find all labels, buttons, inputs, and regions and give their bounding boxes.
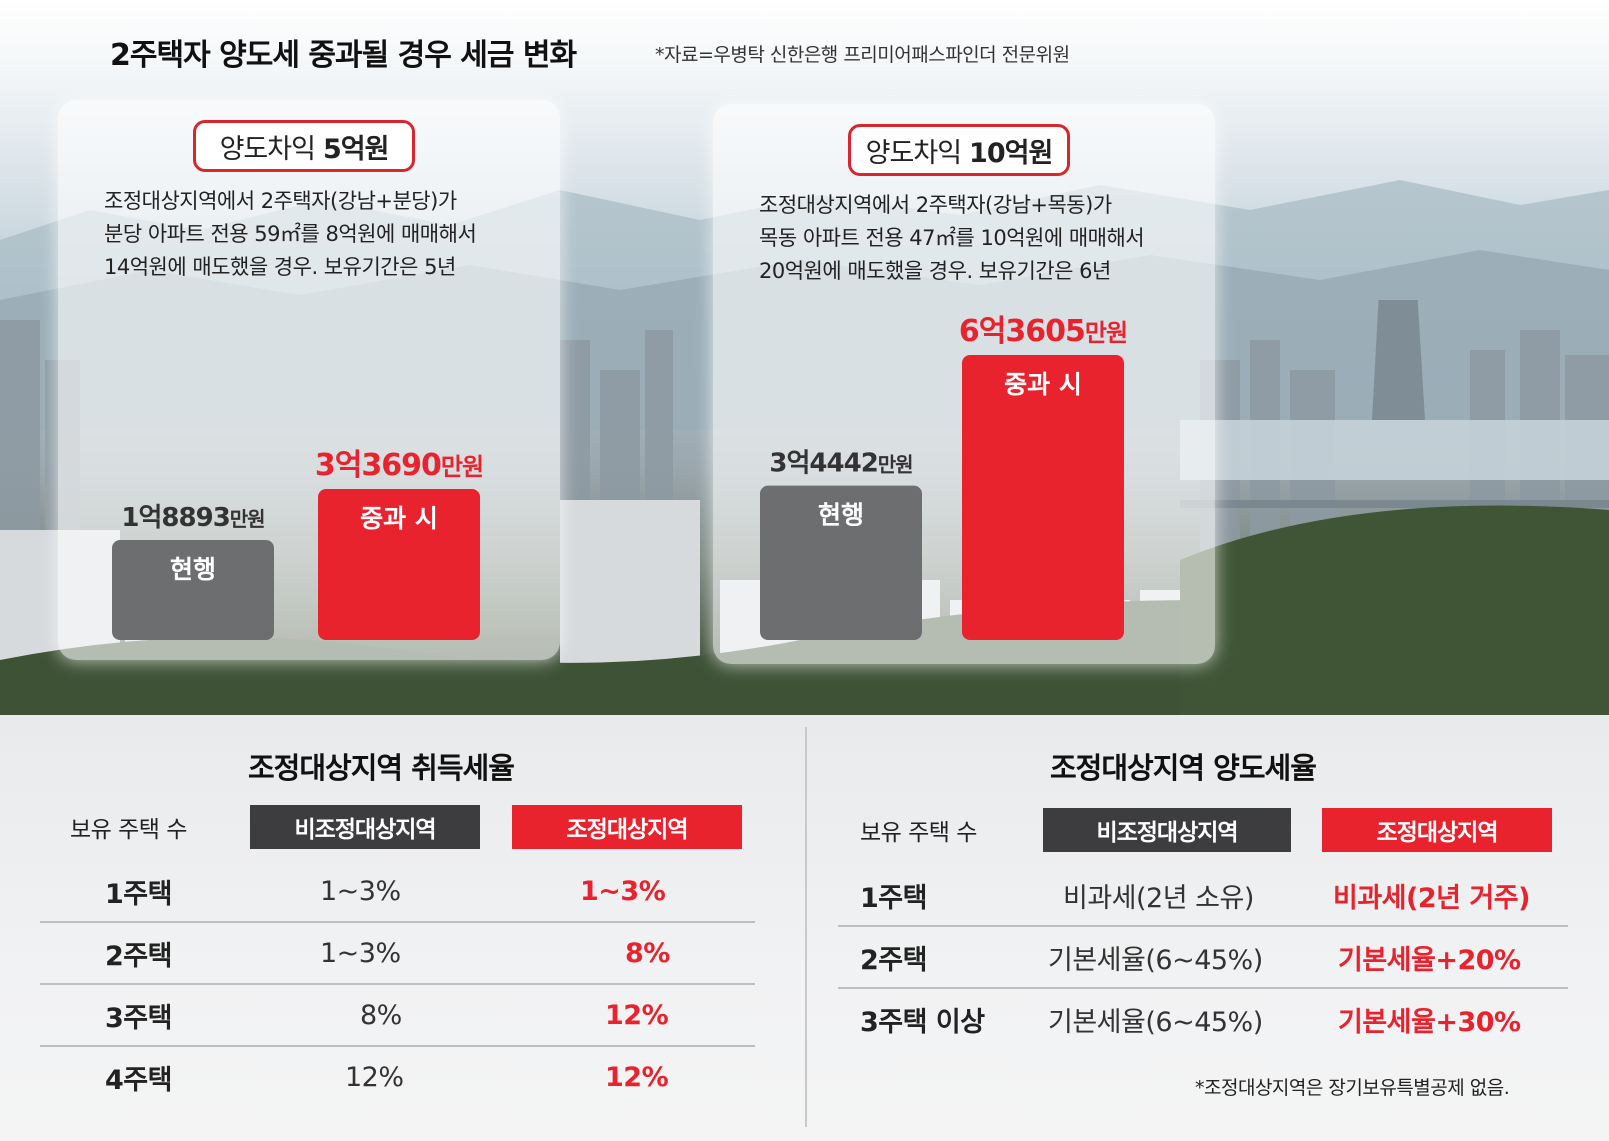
transfer-col-non-adjusted: 비조정대상지역 bbox=[1043, 808, 1291, 852]
bar-heavy-tax bbox=[962, 355, 1124, 640]
row-label: 2주택 bbox=[860, 944, 927, 976]
gain-badge-prefix: 양도차익 bbox=[865, 137, 962, 169]
row-label: 1주택 bbox=[105, 878, 172, 910]
case-description-line: 조정대상지역에서 2주택자(강남+분당)가 bbox=[104, 189, 457, 213]
page-title: 2주택자 양도세 중과될 경우 세금 변화 bbox=[110, 38, 577, 73]
bar-value-label: 1억8893만원 bbox=[121, 503, 264, 533]
row-label: 1주택 bbox=[860, 882, 927, 914]
gain-badge-value: 10억원 bbox=[969, 137, 1053, 169]
case-description-line: 14억원에 매도했을 경우. 보유기간은 5년 bbox=[104, 255, 456, 279]
bar-current bbox=[112, 540, 274, 640]
non-adjusted-rate: 1~3% bbox=[320, 937, 401, 969]
row-divider bbox=[40, 983, 755, 985]
acquisition-col-house-count: 보유 주택 수 bbox=[70, 817, 187, 843]
non-adjusted-rate: 12% bbox=[345, 1061, 404, 1093]
case-description: 조정대상지역에서 2주택자(강남+분당)가 분당 아파트 전용 59㎡를 8억원… bbox=[104, 185, 477, 284]
bar-current bbox=[760, 485, 922, 640]
table-row: 2주택 1~3% 8% bbox=[40, 925, 755, 981]
tax-rate-tables: 조정대상지역 취득세율 보유 주택 수 비조정대상지역 조정대상지역 1주택 1… bbox=[0, 715, 1609, 1141]
bar-value-label: 3억4442만원 bbox=[769, 449, 912, 479]
row-divider bbox=[838, 925, 1568, 927]
case-description-line: 목동 아파트 전용 47㎡를 10억원에 매매해서 bbox=[759, 226, 1145, 250]
bar-heavy-tax bbox=[318, 489, 480, 640]
table-row: 2주택 기본세율(6~45%) 기본세율+20% bbox=[838, 929, 1568, 985]
table-row: 1주택 1~3% 1~3% bbox=[40, 863, 755, 919]
footnote: *조정대상지역은 장기보유특별공제 없음. bbox=[1195, 1077, 1510, 1099]
row-label: 3주택 이상 bbox=[860, 1006, 985, 1038]
gain-badge-prefix: 양도차익 bbox=[219, 133, 316, 165]
adjusted-rate: 12% bbox=[605, 999, 669, 1031]
bar-category-label: 현행 bbox=[818, 501, 864, 530]
non-adjusted-rate: 1~3% bbox=[320, 875, 401, 907]
table-row: 1주택 비과세(2년 소유) 비과세(2년 거주) bbox=[838, 867, 1568, 923]
row-label: 4주택 bbox=[105, 1064, 172, 1096]
adjusted-rate: 기본세율+20% bbox=[1338, 944, 1521, 976]
row-divider bbox=[838, 987, 1568, 989]
non-adjusted-rate: 기본세율(6~45%) bbox=[1048, 944, 1263, 976]
row-divider bbox=[40, 1045, 755, 1047]
adjusted-rate: 기본세율+30% bbox=[1338, 1006, 1521, 1038]
case-description: 조정대상지역에서 2주택자(강남+목동)가 목동 아파트 전용 47㎡를 10억… bbox=[759, 189, 1145, 288]
gain-badge: 양도차익 5억원 bbox=[193, 120, 415, 172]
bar-category-label: 중과 시 bbox=[1004, 370, 1082, 399]
row-divider bbox=[40, 921, 755, 923]
source-note: *자료=우병탁 신한은행 프리미어패스파인더 전문위원 bbox=[655, 44, 1070, 66]
acquisition-table-title: 조정대상지역 취득세율 bbox=[248, 751, 515, 785]
row-label: 2주택 bbox=[105, 940, 172, 972]
case-description-line: 조정대상지역에서 2주택자(강남+목동)가 bbox=[759, 193, 1112, 217]
transfer-col-adjusted: 조정대상지역 bbox=[1322, 808, 1552, 852]
cityscape-background: 2주택자 양도세 중과될 경우 세금 변화 *자료=우병탁 신한은행 프리미어패… bbox=[0, 0, 1609, 715]
adjusted-rate: 8% bbox=[625, 937, 670, 969]
transfer-col-house-count: 보유 주택 수 bbox=[860, 820, 977, 846]
case-description-line: 20억원에 매도했을 경우. 보유기간은 6년 bbox=[759, 259, 1111, 283]
table-divider bbox=[805, 727, 807, 1127]
adjusted-rate: 1~3% bbox=[580, 875, 666, 907]
bar-value-label: 3억3690만원 bbox=[315, 448, 483, 483]
adjusted-rate: 12% bbox=[605, 1061, 669, 1093]
bar-category-label: 중과 시 bbox=[360, 504, 438, 533]
transfer-table-title: 조정대상지역 양도세율 bbox=[1050, 751, 1317, 785]
row-label: 3주택 bbox=[105, 1002, 172, 1034]
gain-badge-value: 5억원 bbox=[322, 133, 389, 165]
bar-category-label: 현행 bbox=[170, 555, 216, 584]
table-row: 4주택 12% 12% bbox=[40, 1049, 755, 1105]
table-row: 3주택 8% 12% bbox=[40, 987, 755, 1043]
bar-value-label: 6억3605만원 bbox=[959, 314, 1127, 349]
non-adjusted-rate: 기본세율(6~45%) bbox=[1048, 1006, 1263, 1038]
table-row: 3주택 이상 기본세율(6~45%) 기본세율+30% bbox=[838, 991, 1568, 1047]
case-description-line: 분당 아파트 전용 59㎡를 8억원에 매매해서 bbox=[104, 222, 477, 246]
adjusted-rate: 비과세(2년 거주) bbox=[1333, 882, 1530, 914]
gain-badge: 양도차익 10억원 bbox=[848, 124, 1070, 176]
city-skyline bbox=[0, 300, 1609, 715]
acquisition-col-non-adjusted: 비조정대상지역 bbox=[250, 805, 480, 849]
non-adjusted-rate: 비과세(2년 소유) bbox=[1063, 882, 1254, 914]
acquisition-col-adjusted: 조정대상지역 bbox=[512, 805, 742, 849]
non-adjusted-rate: 8% bbox=[360, 999, 402, 1031]
